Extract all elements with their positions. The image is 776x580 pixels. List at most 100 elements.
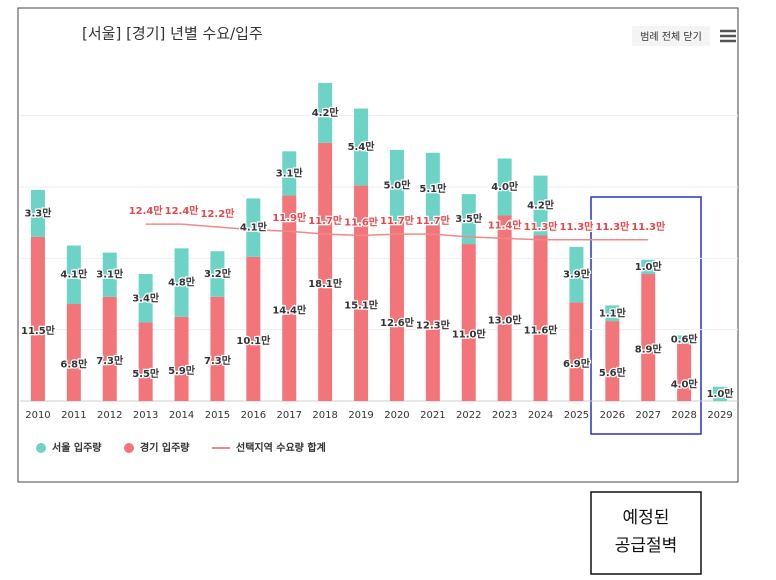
bar-segment xyxy=(354,185,369,401)
bar-segment xyxy=(102,296,117,401)
bar-segment xyxy=(569,246,584,303)
bar-segment xyxy=(461,244,476,401)
x-tick-label: 2020 xyxy=(384,410,409,421)
line xyxy=(145,223,649,241)
annotation-box xyxy=(590,491,702,575)
data-label: 3.5만 xyxy=(455,212,483,225)
bar-segment xyxy=(30,236,45,401)
x-tick-label: 2011 xyxy=(61,410,86,421)
bar-segment xyxy=(425,225,440,401)
bar-segment xyxy=(174,248,189,317)
x-tick-label: 2019 xyxy=(348,410,373,421)
data-label: 11.6만 xyxy=(344,216,379,229)
data-label: 12.6만 xyxy=(380,316,415,329)
data-label: 11.7만 xyxy=(380,214,415,227)
data-label: 12.4만 xyxy=(165,204,200,217)
data-label: 12.4만 xyxy=(129,204,164,217)
data-label: 5.9만 xyxy=(168,364,196,377)
chart-frame xyxy=(17,7,739,483)
bar-segment xyxy=(497,158,512,216)
data-label: 11.3만 xyxy=(631,220,666,233)
data-label: 12.2만 xyxy=(201,207,236,220)
x-tick-label: 2016 xyxy=(241,410,266,421)
bar-segment xyxy=(318,82,333,143)
x-tick-label: 2026 xyxy=(600,410,625,421)
data-label: 14.4만 xyxy=(272,303,307,316)
data-label: 11.9만 xyxy=(272,211,307,224)
bar-segment xyxy=(138,274,153,323)
data-label: 1.0만 xyxy=(707,387,735,400)
legend-swatch xyxy=(124,443,134,453)
data-label: 5.6만 xyxy=(599,366,627,379)
data-label: 6.9만 xyxy=(563,357,591,370)
data-label: 11.3만 xyxy=(524,220,559,233)
legend-label: 선택지역 수요량 합계 xyxy=(236,441,326,454)
data-label: 10.1만 xyxy=(236,334,271,347)
data-label: 11.6만 xyxy=(524,323,559,336)
x-tick-label: 2012 xyxy=(97,410,122,421)
data-label: 3.2만 xyxy=(204,267,232,280)
data-label: 3.9만 xyxy=(563,268,591,281)
bar-segment xyxy=(389,149,404,222)
data-label: 8.9만 xyxy=(635,343,663,356)
x-tick-label: 2023 xyxy=(492,410,517,421)
data-label: 5.4만 xyxy=(348,140,376,153)
legend-label: 경기 입주량 xyxy=(140,441,190,454)
x-tick-label: 2010 xyxy=(25,410,50,421)
legend-toggle[interactable]: 범례 전체 닫기 xyxy=(640,31,702,43)
data-label: 18.1만 xyxy=(308,277,343,290)
menu-icon[interactable] xyxy=(720,29,736,43)
data-label: 11.3만 xyxy=(560,220,595,233)
bar-segment xyxy=(102,252,117,297)
data-label: 4.0만 xyxy=(491,180,519,193)
data-label: 3.1만 xyxy=(276,166,304,179)
data-label: 6.8만 xyxy=(60,357,88,370)
bar-segment xyxy=(138,322,153,401)
data-label: 3.1만 xyxy=(96,268,124,281)
data-label: 1.0만 xyxy=(635,260,663,273)
data-label: 4.1만 xyxy=(60,268,88,281)
bar-segment xyxy=(677,335,692,344)
x-tick-label: 2014 xyxy=(169,410,194,421)
bar-segment xyxy=(713,386,728,401)
bar-segment xyxy=(282,195,297,401)
bar-segment xyxy=(497,215,512,401)
legend-label: 서울 입주량 xyxy=(52,441,102,454)
x-tick-label: 2027 xyxy=(636,410,661,421)
x-tick-label: 2029 xyxy=(707,410,732,421)
bar-segment xyxy=(461,194,476,245)
data-label: 7.3만 xyxy=(96,354,124,367)
data-label: 11.4만 xyxy=(488,218,523,231)
bar-segment xyxy=(354,108,369,186)
data-label: 11.5만 xyxy=(21,324,56,337)
data-label: 15.1만 xyxy=(344,298,379,311)
bar-segment xyxy=(425,152,440,226)
x-tick-label: 2022 xyxy=(456,410,481,421)
data-label: 4.8만 xyxy=(168,276,196,289)
bar-segment xyxy=(533,175,548,236)
bar-segment xyxy=(282,151,297,196)
data-label: 13.0만 xyxy=(488,313,523,326)
data-label: 5.0만 xyxy=(383,179,411,192)
data-label: 0.6만 xyxy=(671,333,699,346)
bar-segment xyxy=(605,305,620,322)
data-label: 3.3만 xyxy=(24,206,52,219)
bar-segment xyxy=(641,274,656,401)
bar-segment xyxy=(246,256,261,401)
bar-segment xyxy=(210,251,225,297)
x-tick-label: 2028 xyxy=(671,410,696,421)
legend-toggle-bg[interactable] xyxy=(632,26,710,46)
bar-segment xyxy=(246,198,261,257)
x-tick-label: 2013 xyxy=(133,410,158,421)
data-label: 4.2만 xyxy=(312,106,340,119)
bar-segment xyxy=(66,303,81,401)
x-tick-label: 2018 xyxy=(312,410,337,421)
x-tick-label: 2025 xyxy=(564,410,589,421)
bar-segment xyxy=(174,316,189,401)
highlight-box xyxy=(590,196,702,435)
bar-segment xyxy=(533,235,548,401)
data-label: 7.3만 xyxy=(204,354,232,367)
data-label: 5.5만 xyxy=(132,367,160,380)
x-tick-label: 2021 xyxy=(420,410,445,421)
